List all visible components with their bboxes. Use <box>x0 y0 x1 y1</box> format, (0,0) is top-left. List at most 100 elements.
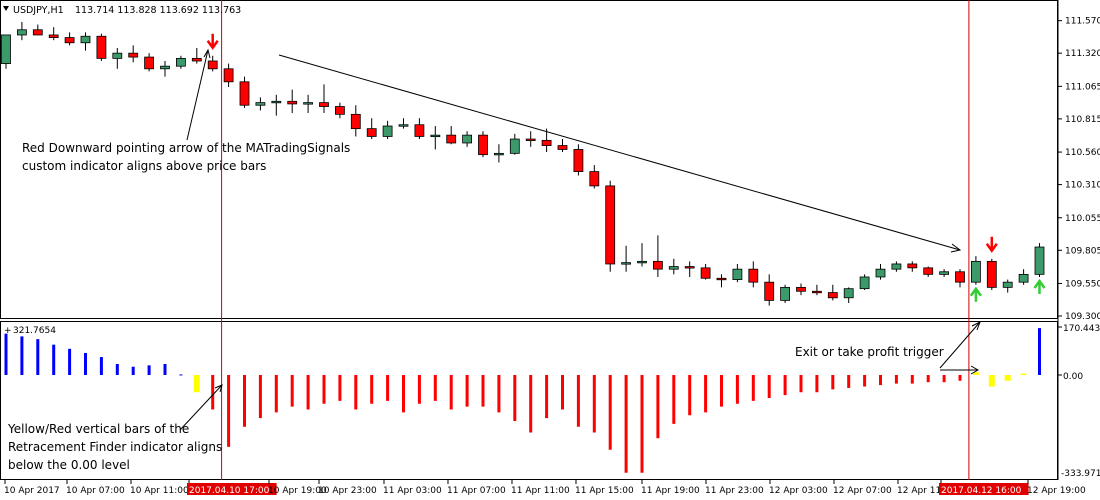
indicator-bar <box>988 375 995 387</box>
candle-body <box>414 124 425 137</box>
candle <box>239 76 250 108</box>
indicator-bar <box>751 375 755 401</box>
time-tick-label: 12 Apr 03:00 <box>769 486 828 496</box>
candle-body <box>812 290 822 294</box>
candle-body <box>748 268 759 283</box>
candle <box>796 283 806 296</box>
indicator-bar <box>417 375 421 404</box>
candle <box>382 120 393 140</box>
indicator-bar <box>449 375 453 410</box>
candle-body <box>732 268 743 280</box>
dropdown-triangle-icon[interactable] <box>3 6 9 11</box>
arrowhead-icon <box>970 365 980 375</box>
time-tick-label: 11 Apr 15:00 <box>575 486 634 496</box>
time-tick-label-highlight: 2017.04.12 16:00 <box>941 486 1022 496</box>
candle <box>891 261 902 272</box>
symbol-label: USDJPY,H1 <box>13 5 64 16</box>
annotation-leader-2 <box>939 321 981 369</box>
candle <box>112 47 123 69</box>
price-tick-label: 110.815 <box>1065 115 1100 125</box>
indicator-bar <box>608 375 612 450</box>
indicator-bar <box>879 375 882 386</box>
trend-line <box>278 54 961 251</box>
candle <box>64 32 75 46</box>
candle-body <box>350 113 361 130</box>
candle <box>764 274 775 306</box>
price-tick-label: 109.805 <box>1065 246 1100 256</box>
svg-text:below the 0.00 level: below the 0.00 level <box>8 458 130 472</box>
indicator-bar <box>115 363 119 375</box>
indicator-bar <box>767 375 771 398</box>
candle <box>525 131 536 147</box>
candle-body <box>462 134 473 144</box>
svg-text:custom indicator aligns above: custom indicator aligns above price bars <box>22 159 266 173</box>
annotation-leader-4 <box>179 384 223 431</box>
candle-body <box>955 271 965 283</box>
candle-body <box>796 286 806 292</box>
down-arrow-icon <box>206 33 219 50</box>
indicator-scale-zero: 0.00 <box>1063 372 1083 382</box>
candle <box>621 245 631 272</box>
time-tick-label: 12 Apr 07:00 <box>833 486 892 496</box>
candlestick-series <box>1 21 1045 306</box>
arrowhead-icon <box>203 48 211 59</box>
candle <box>684 261 695 277</box>
candle <box>700 263 711 280</box>
chart-header: USDJPY,H1 113.714 113.828 113.692 113.76… <box>3 5 241 16</box>
indicator-scale: 170.4433 0.00 -333.9714 <box>1058 324 1100 479</box>
candle-body <box>684 266 695 269</box>
price-tick-label: 109.300 <box>1065 312 1100 322</box>
candle <box>207 55 218 72</box>
candle-body <box>80 35 91 44</box>
candle-body <box>175 57 186 67</box>
indicator-bar <box>36 339 40 375</box>
annotation-2: Exit or take profit trigger <box>795 345 944 359</box>
candle <box>748 261 759 288</box>
indicator-bar <box>720 375 723 407</box>
candle-body <box>700 267 711 279</box>
up-arrow-icon <box>1033 278 1046 294</box>
indicator-bar <box>52 344 56 375</box>
indicator-bar <box>656 375 660 439</box>
candle <box>812 284 822 296</box>
candle-body <box>446 134 457 144</box>
candle <box>48 27 59 41</box>
candle-body <box>605 185 616 265</box>
candle-body <box>621 262 631 265</box>
candle-body <box>303 102 314 105</box>
candle-body <box>589 171 600 187</box>
price-tick-label: 110.055 <box>1065 214 1100 224</box>
candle <box>653 235 663 277</box>
candle <box>637 243 647 267</box>
annotation-3: Yellow/Red vertical bars of the Retracem… <box>7 422 222 472</box>
candle <box>557 139 568 153</box>
candle-body <box>398 124 409 127</box>
candle <box>319 84 329 114</box>
indicator-bar <box>465 375 469 407</box>
candle <box>1002 279 1013 293</box>
candle-body <box>557 145 568 150</box>
indicator-bar <box>481 375 485 407</box>
signal-arrows <box>206 33 1046 302</box>
candle <box>366 118 377 140</box>
indicator-bar <box>243 375 246 427</box>
candle-body <box>48 34 59 38</box>
annotation-leader-1 <box>186 49 209 141</box>
indicator-bar <box>894 375 898 384</box>
candle-body <box>207 60 218 70</box>
candle <box>875 263 886 280</box>
candle-body <box>716 277 727 281</box>
candle-body <box>1 34 11 64</box>
candle-body <box>271 100 282 104</box>
time-tick-label: 11 Apr 07:00 <box>447 486 506 496</box>
indicator-bar <box>831 375 835 390</box>
candle-body <box>907 263 918 269</box>
candle-body <box>875 268 886 278</box>
candle <box>144 53 155 72</box>
time-tick-label: 11 Apr 11:00 <box>511 486 570 496</box>
indicator-bar <box>193 375 200 393</box>
candle <box>780 284 790 303</box>
indicator-bar <box>306 375 310 410</box>
arrowhead-icon <box>971 320 981 331</box>
indicator-bar <box>258 375 262 419</box>
